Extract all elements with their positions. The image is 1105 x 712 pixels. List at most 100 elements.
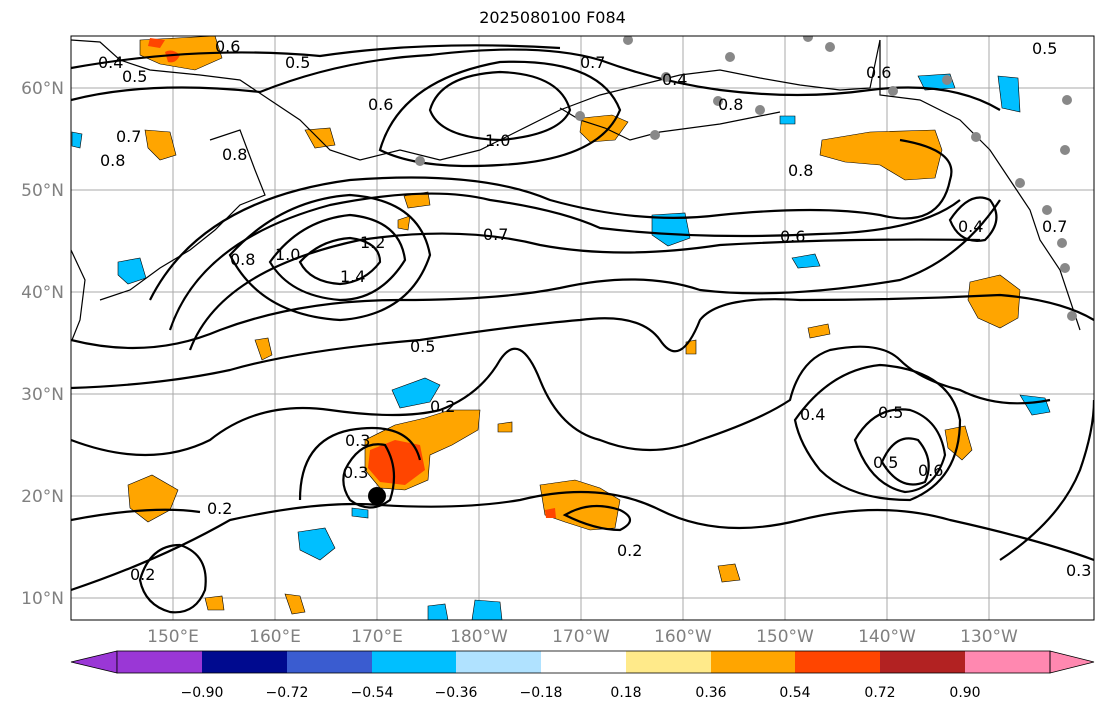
shade-blob-strong [165, 50, 180, 63]
colorbar-tick-label: −0.54 [351, 685, 394, 701]
contour-label: 0.5 [878, 403, 903, 422]
shade-blob [997, 75, 1021, 113]
station-dot [1067, 311, 1077, 321]
colorbar-segment [965, 651, 1050, 673]
colorbar-tick-label: −0.72 [266, 685, 309, 701]
lat-label: 50°N [21, 181, 64, 201]
contour-label: 0.3 [1066, 561, 1091, 580]
lat-label: 10°N [21, 589, 64, 609]
station-dot [755, 105, 765, 115]
colorbar-tick-label: −0.90 [181, 685, 224, 701]
contours [71, 44, 1094, 614]
colorbar-extend-low [70, 650, 118, 674]
contour-label: 0.6 [368, 95, 393, 114]
contour-label: 0.6 [780, 227, 805, 246]
contour-closed [853, 408, 947, 494]
contour-line [168, 192, 961, 331]
contour-label: 0.5 [122, 67, 147, 86]
lon-label: 140°W [858, 627, 916, 647]
contour-label: 0.3 [343, 463, 368, 482]
coastline-north [71, 39, 881, 161]
contour-label: 0.2 [207, 499, 232, 518]
shade-blob [579, 114, 629, 143]
contour-line [71, 490, 1094, 592]
station-dot [1062, 95, 1072, 105]
contour-label: 0.7 [580, 53, 605, 72]
station-dot [803, 36, 813, 42]
contour-closed [428, 70, 572, 142]
shade-blob [397, 215, 411, 231]
colorbar-segment [456, 651, 541, 673]
lon-label: 180°W [450, 627, 508, 647]
shade-blob [791, 253, 821, 269]
contour-line [298, 426, 422, 501]
shade-blob-strong [545, 508, 556, 518]
contour-label: 0.8 [788, 161, 813, 180]
shade-blob [497, 421, 513, 433]
lat-axis: 60°N 50°N 40°N 30°N 20°N 10°N [21, 79, 64, 609]
contour-label: 0.6 [918, 461, 943, 480]
contour-label: 1.4 [340, 267, 365, 286]
lon-label: 160°W [654, 627, 712, 647]
contour-closed [562, 504, 632, 532]
contour-label: 0.3 [345, 431, 370, 450]
shade-blob [717, 563, 741, 583]
colorbar-segment [626, 651, 711, 673]
colorbar-tick-label: 0.54 [779, 685, 810, 701]
colorbar-segment [372, 651, 456, 673]
coastline-america [879, 40, 1081, 331]
contour-line [149, 138, 953, 301]
contour-line [71, 508, 201, 522]
shade-blob [297, 527, 336, 561]
contour-label: 0.4 [800, 405, 825, 424]
station-dot [623, 36, 633, 45]
contour-label: 0.8 [100, 151, 125, 170]
shade-blob [967, 274, 1021, 329]
lon-label: 150°E [147, 627, 199, 647]
contour-label: 0.7 [116, 127, 141, 146]
lon-axis: 150°E 160°E 170°E 180°W 170°W 160°W 150°… [147, 627, 1018, 647]
station-dot [1042, 205, 1052, 215]
colorbar-segment [711, 651, 795, 673]
contour-label: 0.7 [1042, 217, 1067, 236]
station-dot [1057, 238, 1067, 248]
contour-closed [378, 60, 622, 168]
contour-label: 0.7 [483, 225, 508, 244]
station-dot [971, 132, 981, 142]
contour-closed [880, 437, 930, 486]
lat-label: 20°N [21, 487, 64, 507]
shade-blob [427, 603, 449, 620]
station-dot [650, 130, 660, 140]
contour-line [71, 48, 1001, 111]
station-dot [661, 72, 671, 82]
shade-blob [71, 131, 83, 149]
shade-blob [651, 212, 691, 247]
shade-blob [1019, 394, 1051, 416]
contour-label: 0.8 [718, 95, 743, 114]
station-markers [415, 36, 1077, 321]
colorbar-segment [541, 651, 626, 673]
lon-label: 160°E [249, 627, 301, 647]
colorbar-segment [202, 651, 287, 673]
colorbar-tick-label: 0.90 [949, 685, 980, 701]
colorbar-segment [287, 651, 372, 673]
colorbar-segment [117, 651, 202, 673]
colorbar-tick-label: −0.18 [520, 685, 563, 701]
colorbar-segment [795, 651, 880, 673]
contour-line [71, 345, 1051, 457]
contour-label: 1.0 [275, 245, 300, 264]
contour-label: 0.2 [130, 565, 155, 584]
station-dot [1060, 263, 1070, 273]
coastline-aleutians [559, 107, 781, 141]
contour-label: 0.2 [430, 397, 455, 416]
station-dot [575, 111, 585, 121]
shade-blob [351, 507, 369, 519]
shade-blob [204, 595, 225, 611]
lon-label: 170°E [351, 627, 403, 647]
contour-label: 1.0 [485, 131, 510, 150]
contour-label: 0.8 [222, 145, 247, 164]
colorbar-extend-high [1049, 650, 1095, 674]
shade-blob [807, 323, 831, 339]
contour-label: 0.5 [873, 453, 898, 472]
station-dot [725, 52, 735, 62]
